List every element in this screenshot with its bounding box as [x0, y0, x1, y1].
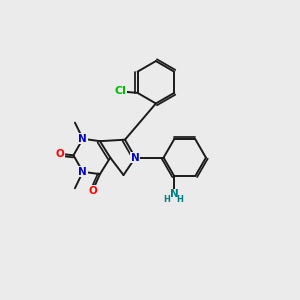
Text: H: H	[163, 195, 170, 204]
Text: Cl: Cl	[115, 86, 126, 96]
Text: N: N	[131, 153, 140, 163]
Text: O: O	[88, 186, 97, 196]
Text: N: N	[79, 167, 87, 177]
Text: H: H	[176, 195, 183, 204]
Text: N: N	[79, 134, 87, 144]
Text: N: N	[170, 189, 178, 199]
Text: O: O	[55, 149, 64, 159]
